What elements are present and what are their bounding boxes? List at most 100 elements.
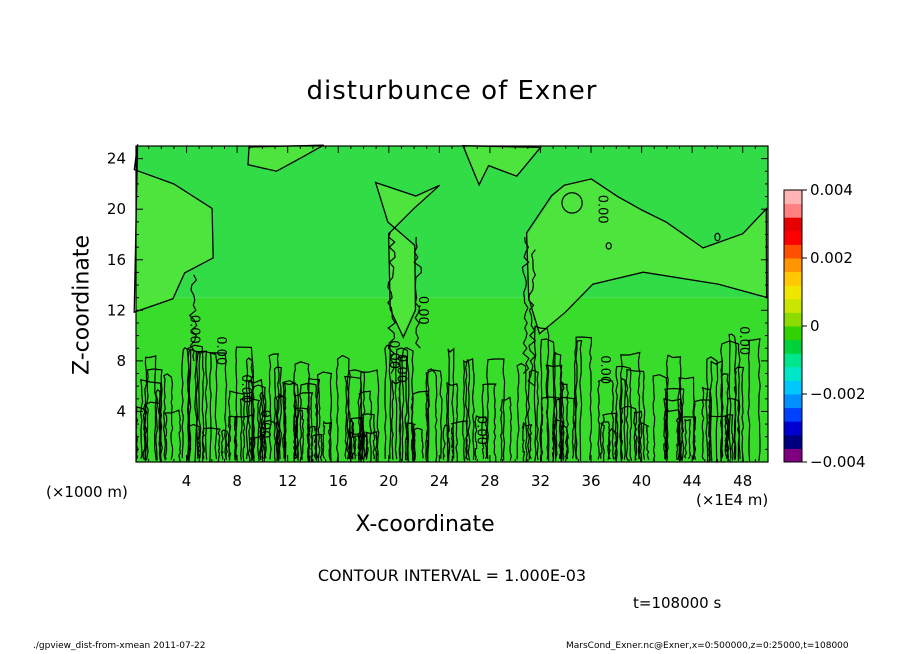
contour-line xyxy=(539,338,556,462)
contour-line xyxy=(445,381,459,462)
contour-line xyxy=(724,414,734,461)
footer-right: MarsCond_Exner.nc@Exner,x=0:500000,z=0:2… xyxy=(566,641,849,651)
x-tick-label: 40 xyxy=(632,472,651,490)
contour-line xyxy=(410,390,430,460)
contour-line xyxy=(360,413,376,460)
contour-line xyxy=(486,358,506,461)
contour-layer xyxy=(133,144,768,463)
contour-line xyxy=(527,249,537,387)
field-layer xyxy=(136,146,768,462)
contour-line xyxy=(359,369,380,462)
contour-line xyxy=(573,336,592,460)
contour-line xyxy=(601,412,618,461)
contour-line xyxy=(142,401,162,460)
contour-line xyxy=(258,391,266,462)
contour-line xyxy=(346,369,366,461)
x-tick-label: 20 xyxy=(379,472,398,490)
colorbar-segment xyxy=(784,353,802,368)
contour-line xyxy=(133,144,214,314)
colorbar-segment xyxy=(784,217,802,232)
contour-line xyxy=(465,358,475,460)
colorbar-segment xyxy=(784,448,802,463)
contour-line xyxy=(481,383,497,462)
colorbar-segment xyxy=(784,203,802,218)
contour-label: 0.00 xyxy=(394,354,409,383)
contour-line xyxy=(413,236,423,349)
contour-line xyxy=(599,421,611,461)
contour-line xyxy=(474,415,488,461)
contour-line xyxy=(249,433,265,462)
colorbar-segment xyxy=(784,312,802,327)
time-label: t=108000 s xyxy=(633,594,722,612)
contour-line xyxy=(554,396,575,459)
contour-line xyxy=(684,418,692,460)
colorbar-tick-label: 0.002 xyxy=(810,249,853,267)
contour-line xyxy=(559,424,569,460)
x-tick-label: 16 xyxy=(329,472,348,490)
contour-line xyxy=(307,426,317,462)
x-tick-label: 12 xyxy=(278,472,297,490)
x-tick-label: 4 xyxy=(182,472,192,490)
contour-line xyxy=(186,344,205,462)
contour-line xyxy=(405,422,417,461)
contour-line xyxy=(462,359,471,461)
contour-line xyxy=(619,377,627,462)
contour-line xyxy=(349,430,362,462)
contour-line xyxy=(306,377,321,462)
y-tick-label: 4 xyxy=(116,402,126,420)
colorbar-segment xyxy=(784,339,802,354)
colorbar: 0.004 0.002 0 −0.002 −0.004 xyxy=(783,181,866,471)
contour-line xyxy=(663,398,684,461)
colorbar-tick-label: −0.004 xyxy=(810,453,866,471)
colorbar-segment xyxy=(784,244,802,259)
colorbar-segment xyxy=(784,434,802,449)
contour-line xyxy=(394,347,410,462)
contour-line xyxy=(551,419,565,460)
contour-line xyxy=(209,352,228,462)
contour-line xyxy=(597,378,615,460)
colorbar-segment xyxy=(784,407,802,422)
contour-line xyxy=(357,390,373,462)
contour-line xyxy=(276,395,287,462)
y-tick-label: 8 xyxy=(116,352,126,370)
contour-oval xyxy=(561,192,583,214)
footer-left: ./gpview_dist-from-xmean 2011-07-22 xyxy=(33,641,206,651)
x-tick-label: 32 xyxy=(531,472,550,490)
field-patch xyxy=(527,177,768,336)
x-axis-label: X-coordinate xyxy=(355,512,495,537)
contour-label: 0.00 xyxy=(186,315,201,344)
contour-line xyxy=(247,378,264,460)
contour-line xyxy=(234,346,254,461)
chart-title: disturbunce of Exner xyxy=(306,76,598,106)
contour-line xyxy=(201,427,221,462)
contour-line xyxy=(412,427,424,460)
colorbar-segment xyxy=(784,380,802,395)
contour-line xyxy=(615,365,633,461)
colorbar-tick-label: 0.004 xyxy=(810,181,853,199)
contour-line xyxy=(705,356,719,463)
colorbar-segment xyxy=(784,230,802,245)
colorbar-segment xyxy=(784,271,802,286)
contour-line xyxy=(350,417,365,460)
contour-line xyxy=(145,368,163,461)
x-tick-label: 36 xyxy=(581,472,600,490)
contour-label: 0.00 xyxy=(257,410,272,439)
contour-line xyxy=(296,409,305,461)
contour-oval xyxy=(605,242,612,250)
colorbar-segment xyxy=(784,326,802,341)
y-tick-label: 12 xyxy=(107,301,126,319)
contour-label: 0.00 xyxy=(238,374,253,403)
contour-interval-note: CONTOUR INTERVAL = 1.000E-03 xyxy=(317,566,587,585)
contour-line xyxy=(195,350,218,459)
contour-line xyxy=(348,419,355,460)
contour-line xyxy=(322,420,332,461)
contour-line xyxy=(533,325,550,462)
contour-line xyxy=(553,351,563,462)
colorbar-segment xyxy=(784,298,802,313)
contour-line xyxy=(259,419,281,461)
contour-line xyxy=(447,347,455,461)
contour-label: 0.00 xyxy=(597,355,612,384)
field-patch xyxy=(249,146,326,172)
